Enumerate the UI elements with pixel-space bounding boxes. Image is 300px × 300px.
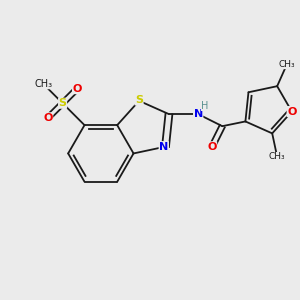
Text: CH₃: CH₃ [34,79,52,89]
Text: O: O [43,113,53,123]
Text: S: S [58,98,67,108]
Text: H: H [201,100,209,110]
Text: O: O [287,106,296,117]
Text: N: N [194,109,203,119]
Text: CH₃: CH₃ [279,60,295,69]
Text: N: N [159,142,168,152]
Text: S: S [135,95,143,105]
Text: CH₃: CH₃ [269,152,286,161]
Text: O: O [207,142,217,152]
Text: O: O [73,84,82,94]
